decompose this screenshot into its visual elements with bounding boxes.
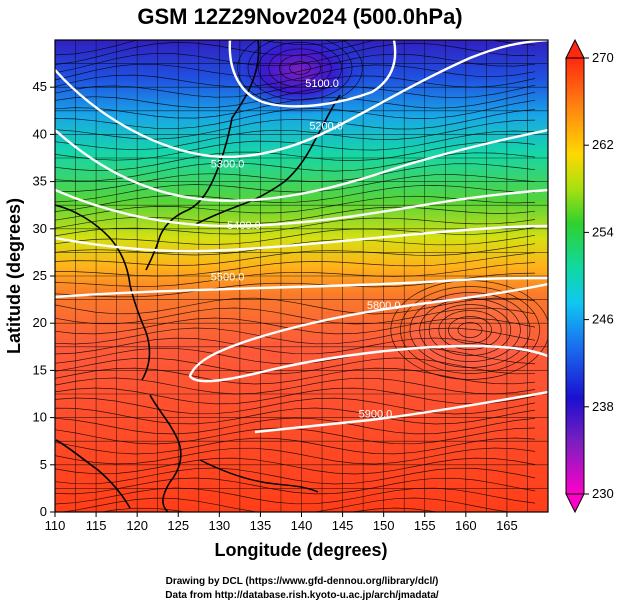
colorbar: 230 238 246 254 262 270 [565, 38, 614, 514]
x-tick-label: 160 [455, 518, 477, 533]
x-axis-label: Longitude (degrees) [214, 540, 387, 560]
y-tick-label: 35 [33, 174, 47, 189]
y-tick-label: 25 [33, 268, 47, 283]
colorbar-ticks: 230 238 246 254 262 270 [584, 50, 614, 501]
contour-label: 5200.0 [309, 121, 343, 133]
contour-label: 5800.0 [367, 300, 401, 312]
height-contours [55, 40, 548, 434]
colorbar-tick-label: 254 [592, 224, 614, 239]
x-tick-label: 145 [332, 518, 354, 533]
contour-label: 5300.0 [211, 158, 245, 170]
credit-data: Data from http://database.rish.kyoto-u.a… [165, 590, 439, 601]
y-tick-label: 40 [33, 126, 47, 141]
y-tick-label: 20 [33, 315, 47, 330]
colorbar-tick-label: 230 [592, 486, 614, 501]
x-tick-label: 150 [373, 518, 395, 533]
y-tick-label: 15 [33, 362, 47, 377]
y-tick-label: 10 [33, 410, 47, 425]
y-tick-label: 0 [40, 504, 47, 519]
contour-label: 5500.0 [211, 272, 245, 284]
colorbar-min-arrow [565, 493, 585, 514]
colorbar-tick-label: 238 [592, 399, 614, 414]
y-tick-label: 5 [40, 457, 47, 472]
coastlines [55, 40, 341, 512]
y-tick-label: 30 [33, 221, 47, 236]
cold-core [228, 40, 368, 115]
colorbar-max-arrow [565, 38, 585, 59]
colorbar-tick-label: 270 [592, 50, 614, 65]
x-axis-ticks: 110 115 120 125 130 135 140 145 150 155 160 165 [45, 512, 518, 533]
plot-area: 5100.0 5200.0 5300.0 5400.0 5500.0 5800.0 5900… [55, 40, 548, 512]
y-tick-label: 45 [33, 79, 47, 94]
x-tick-label: 140 [291, 518, 313, 533]
y-axis-label: Latitude (degrees) [4, 198, 24, 354]
contour-label: 5900.0 [359, 409, 393, 421]
x-tick-label: 135 [250, 518, 272, 533]
x-tick-label: 165 [496, 518, 518, 533]
credit-drawing: Drawing by DCL (https://www.gfd-dennou.o… [166, 576, 439, 587]
x-tick-label: 155 [414, 518, 436, 533]
x-tick-label: 120 [126, 518, 148, 533]
contour-labels: 5100.0 5200.0 5300.0 5400.0 5500.0 5800.0 5900… [211, 78, 401, 420]
colorbar-tick-label: 246 [592, 312, 614, 327]
contour-label: 5400.0 [227, 220, 261, 232]
warm-anticyclone [410, 290, 530, 370]
map-title: GSM 12Z29Nov2024 (500.0hPa) [137, 4, 462, 29]
x-tick-label: 125 [167, 518, 189, 533]
colorbar-tick-label: 262 [592, 137, 614, 152]
x-tick-label: 130 [208, 518, 230, 533]
colorbar-scale [565, 57, 585, 495]
x-tick-label: 110 [45, 518, 66, 533]
y-axis-ticks: 0 5 10 15 20 25 30 35 40 45 [33, 79, 55, 519]
grid-lines [55, 40, 548, 512]
contour-label: 5100.0 [305, 78, 339, 90]
x-tick-label: 115 [86, 518, 107, 533]
